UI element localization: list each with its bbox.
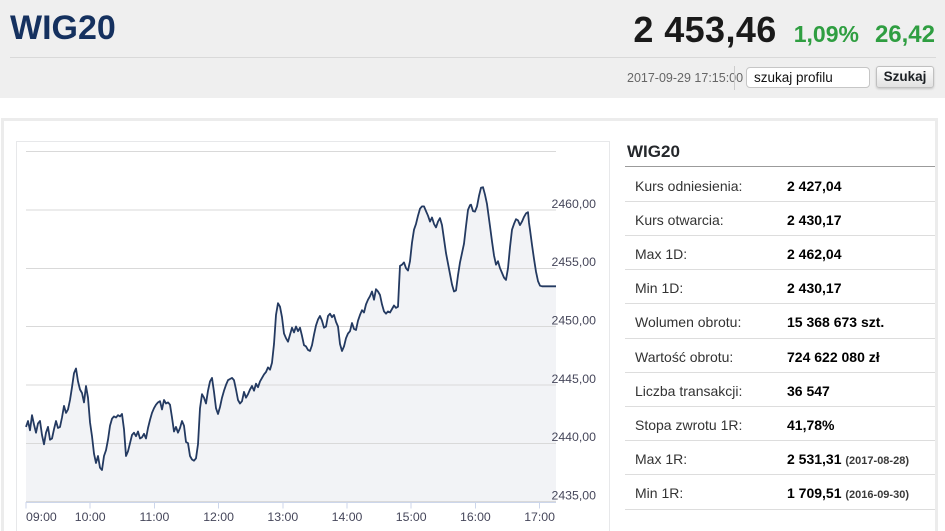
svg-text:13:00: 13:00 (267, 510, 298, 524)
svg-text:15:00: 15:00 (396, 510, 427, 524)
svg-text:10:00: 10:00 (75, 510, 106, 524)
svg-text:2455,00: 2455,00 (552, 255, 597, 269)
svg-text:09:00: 09:00 (26, 510, 57, 524)
svg-text:2440,00: 2440,00 (552, 430, 597, 444)
svg-text:17:00: 17:00 (524, 510, 555, 524)
svg-text:14:00: 14:00 (332, 510, 363, 524)
svg-text:11:00: 11:00 (139, 510, 169, 524)
svg-text:2435,00: 2435,00 (552, 488, 597, 502)
svg-text:2450,00: 2450,00 (552, 313, 597, 327)
svg-text:2460,00: 2460,00 (552, 197, 597, 211)
svg-text:2445,00: 2445,00 (552, 372, 597, 386)
svg-text:12:00: 12:00 (203, 510, 234, 524)
svg-text:16:00: 16:00 (460, 510, 491, 524)
